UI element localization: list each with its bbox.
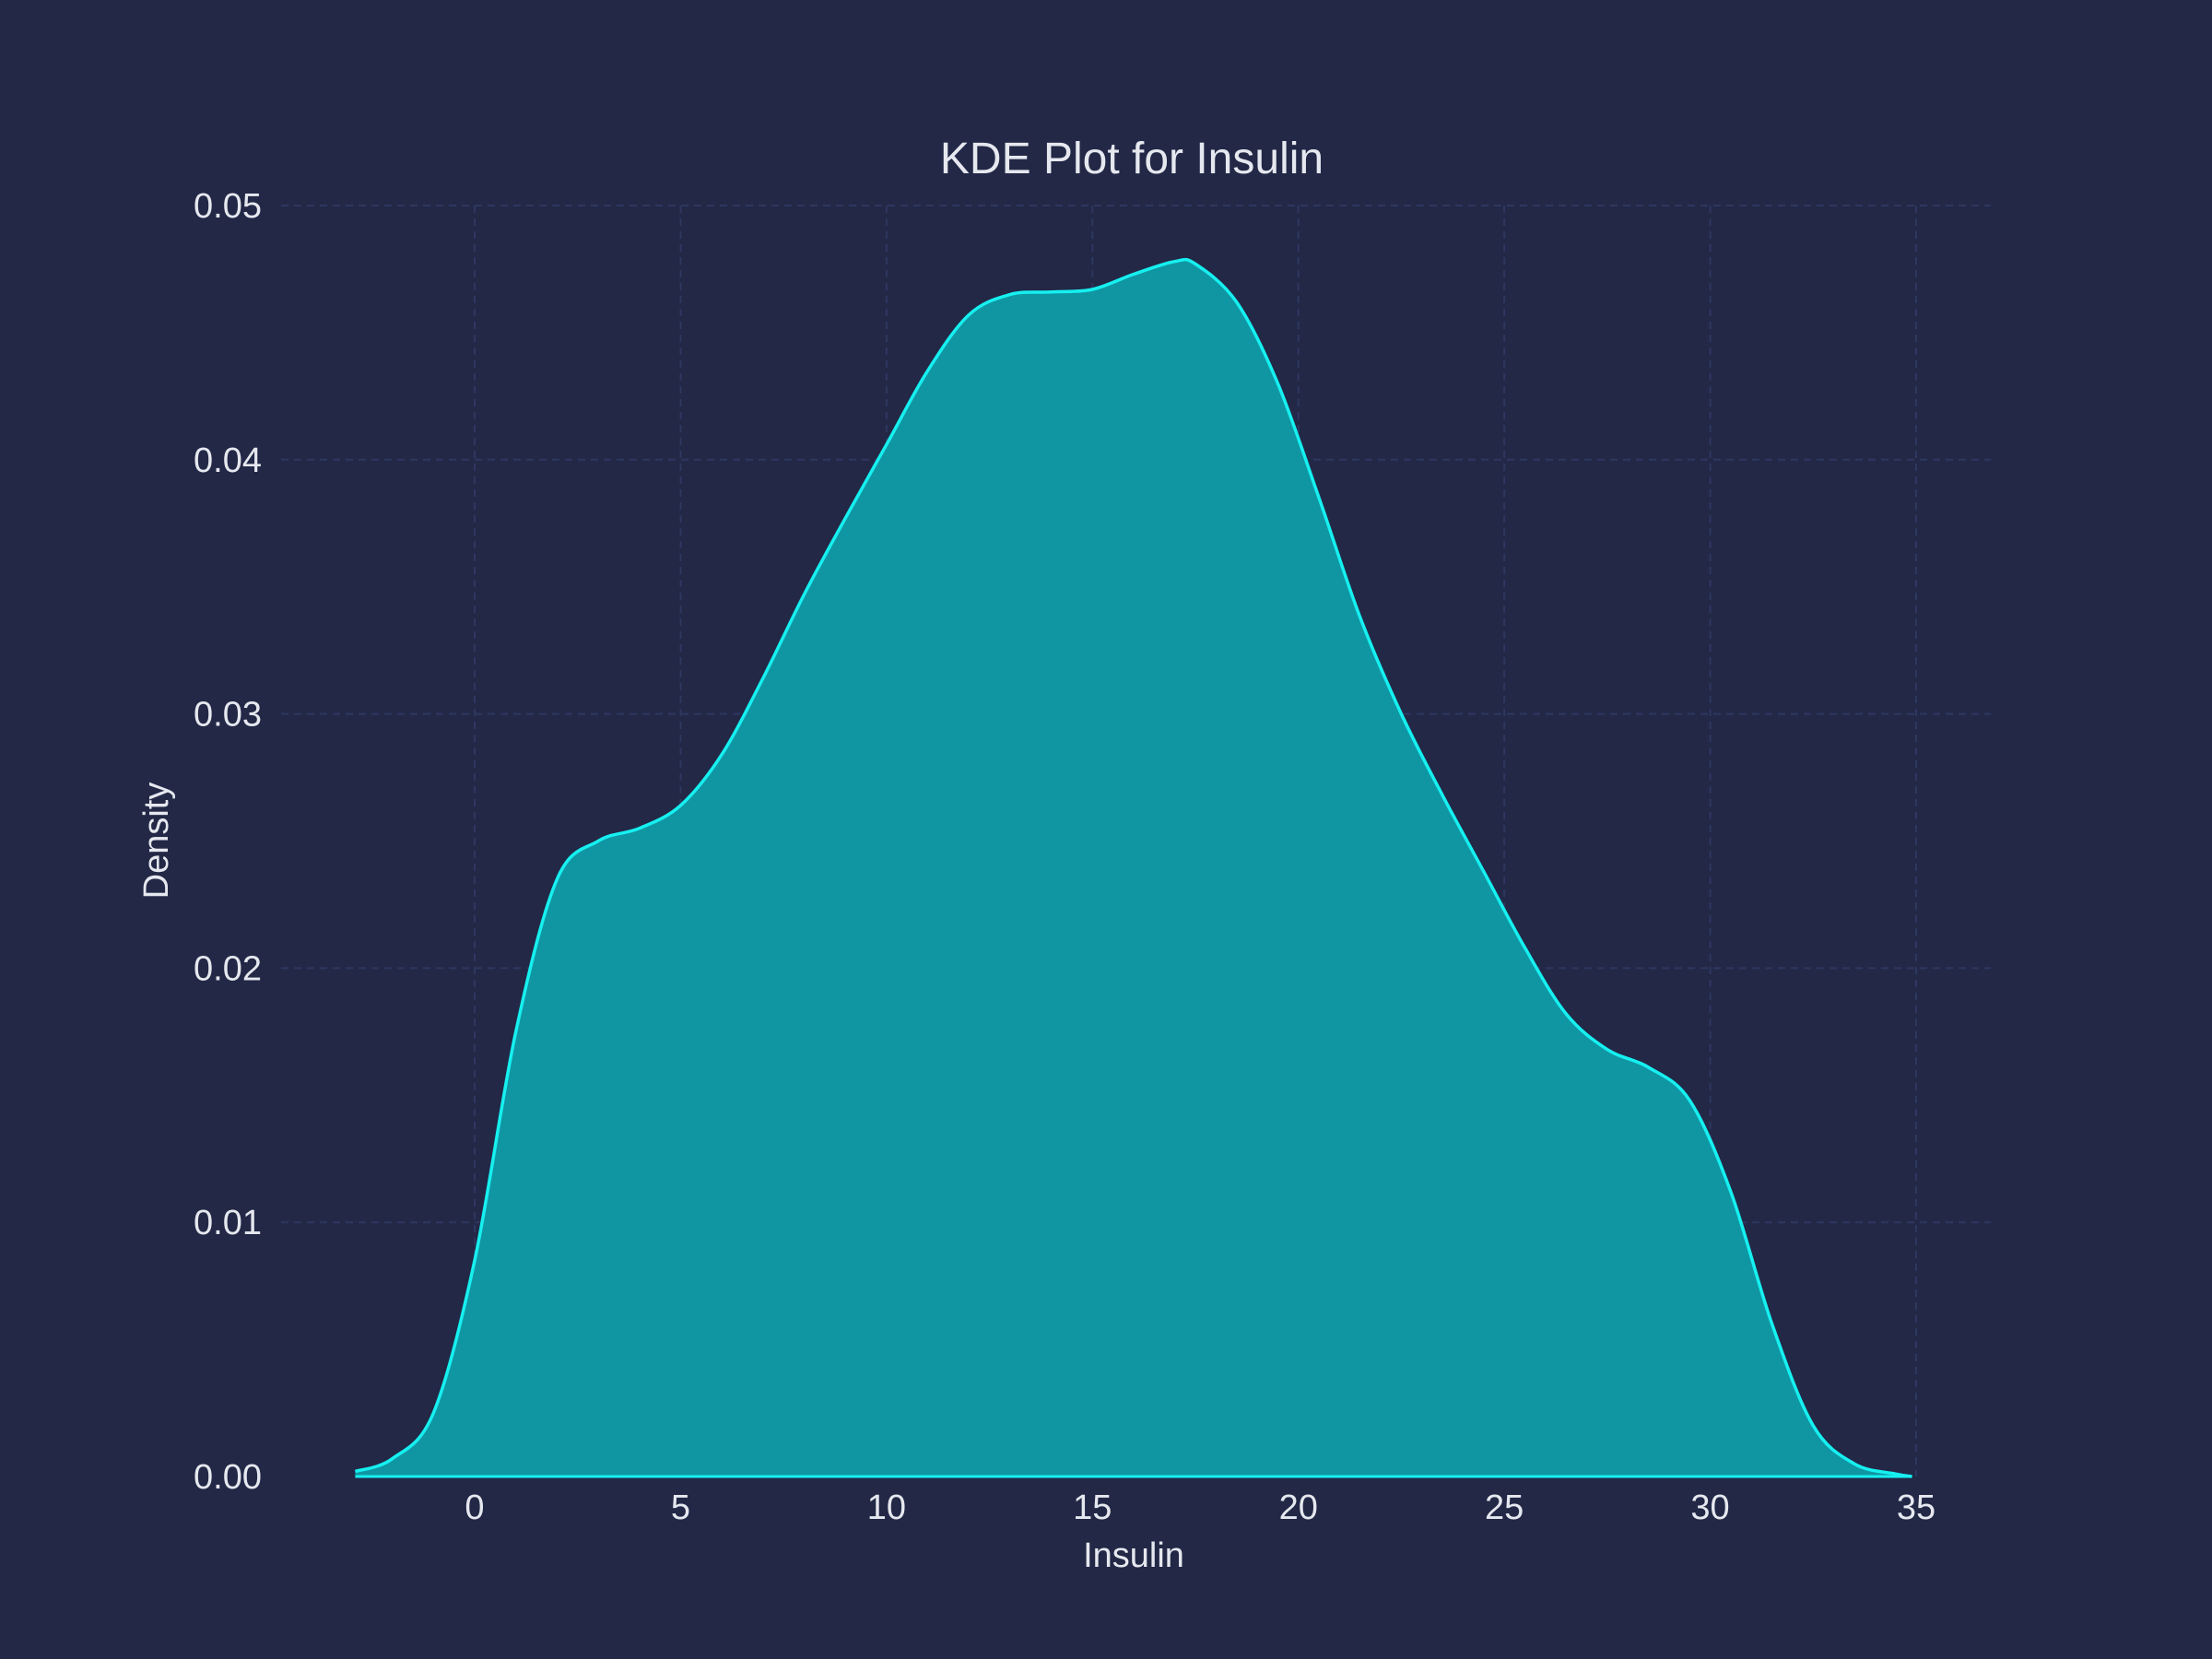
x-tick-label: 30 (1690, 1488, 1729, 1527)
y-tick-label: 0.00 (194, 1458, 262, 1497)
y-tick-label: 0.02 (194, 949, 262, 988)
y-tick-labels: 0.00 0.01 0.02 0.03 0.04 0.05 (194, 187, 262, 1497)
y-tick-label: 0.04 (194, 441, 262, 480)
x-axis-title: Insulin (1083, 1536, 1184, 1575)
y-axis-title: Density (137, 782, 176, 900)
y-tick-label: 0.03 (194, 696, 262, 735)
x-tick-label: 10 (867, 1488, 906, 1527)
density-area (355, 259, 1912, 1477)
x-tick-label: 25 (1485, 1488, 1524, 1527)
plot-area (354, 257, 1912, 1478)
x-tick-label: 5 (671, 1488, 690, 1527)
x-tick-label: 20 (1279, 1488, 1318, 1527)
chart-title: KDE Plot for Insulin (940, 135, 1324, 183)
density-line (354, 257, 1912, 1478)
x-tick-label: 0 (465, 1488, 484, 1527)
y-tick-label: 0.01 (194, 1204, 262, 1242)
x-tick-label: 35 (1897, 1488, 1936, 1527)
x-tick-labels: 0 5 10 15 20 25 30 35 (465, 1488, 1936, 1527)
x-tick-label: 15 (1073, 1488, 1112, 1527)
y-tick-label: 0.05 (194, 187, 262, 226)
